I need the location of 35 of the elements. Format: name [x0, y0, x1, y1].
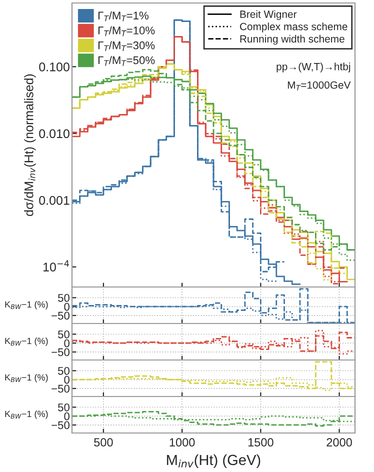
y-tick-label: 0 — [64, 376, 70, 384]
y-axis-title: dσ/dM$_{inv}$(Ht) (normalised) — [24, 74, 36, 216]
y-tick-label: 50 — [58, 294, 70, 302]
y-tick-label: −50 — [52, 421, 70, 430]
x-tick-label: 500 — [94, 438, 113, 447]
annotation: Running width scheme — [240, 34, 344, 45]
legend-label: Γ$_{T}$/M$_{T}$=30% — [98, 41, 155, 51]
annotation: Breit Wigner — [240, 10, 297, 20]
y-tick-label: 0.100 — [39, 62, 70, 72]
y-tick-label: 0.010 — [39, 129, 70, 138]
x-axis-title: M$_{inv}$(Ht) (GeV) — [167, 454, 260, 468]
y-axis-title: K$_{BW}$−1 (%) — [5, 410, 48, 419]
y-axis-title: K$_{BW}$−1 (%) — [5, 301, 48, 310]
y-tick-label: 0 — [64, 412, 70, 420]
x-tick-label: 1500 — [248, 438, 274, 447]
y-tick-label: 50 — [58, 366, 70, 375]
y-tick-label: −50 — [52, 384, 70, 393]
legend-label: Γ$_{T}$/M$_{T}$=50% — [98, 56, 155, 66]
y-tick-label: 50 — [58, 330, 70, 338]
y-tick-label: 10$^{−4}$ — [43, 260, 69, 272]
y-tick-label: 0 — [64, 339, 70, 348]
y-axis-title: K$_{BW}$−1 (%) — [5, 374, 48, 382]
annotation: M$_{T}$=1000GeV — [288, 81, 351, 90]
x-tick-label: 1000 — [170, 438, 195, 447]
legend-label: Γ$_{T}$/M$_{T}$=10% — [98, 26, 155, 36]
y-tick-label: −50 — [52, 312, 70, 320]
y-tick-label: 0.001 — [39, 196, 70, 205]
y-axis-title: K$_{BW}$−1 (%) — [5, 338, 48, 346]
y-tick-label: 50 — [58, 403, 70, 412]
y-tick-label: −50 — [52, 348, 70, 356]
legend-label: Γ$_{T}$/M$_{T}$=1% — [98, 11, 148, 22]
annotation: pp→(W,T)→htbj — [276, 62, 350, 72]
y-tick-label: 0 — [64, 302, 70, 311]
annotation: Complex mass scheme — [240, 22, 348, 32]
x-tick-label: 2000 — [326, 438, 352, 447]
